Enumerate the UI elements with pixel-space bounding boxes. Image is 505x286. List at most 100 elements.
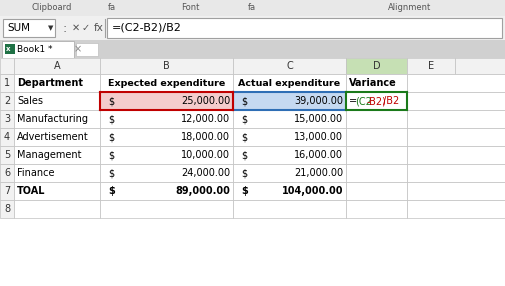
Bar [14, 128, 100, 146]
Text: 89,000.00: 89,000.00 [175, 186, 230, 196]
Text: fa: fa [108, 3, 116, 13]
Text: TOAL: TOAL [17, 186, 45, 196]
Text: Finance: Finance [17, 168, 55, 178]
Text: :: : [62, 21, 66, 35]
Text: Variance: Variance [349, 78, 397, 88]
Bar [233, 58, 346, 74]
Bar [407, 164, 505, 182]
Text: SUM: SUM [7, 23, 30, 33]
Bar [14, 74, 100, 92]
Text: 12,000.00: 12,000.00 [181, 114, 230, 124]
Bar [346, 128, 407, 146]
Text: 2: 2 [4, 96, 10, 106]
Bar [14, 200, 100, 218]
Bar [76, 43, 98, 56]
Text: ✕: ✕ [72, 23, 80, 33]
Text: 10,000.00: 10,000.00 [181, 150, 230, 160]
Text: ✓: ✓ [82, 23, 90, 33]
Text: $: $ [108, 168, 114, 178]
Bar [0, 92, 14, 110]
Text: =: = [349, 96, 357, 106]
Text: Sales: Sales [17, 96, 43, 106]
Text: Management: Management [17, 150, 81, 160]
Text: =(C2-B2)/B2: =(C2-B2)/B2 [112, 23, 182, 33]
Bar [100, 92, 233, 110]
Bar [100, 200, 233, 218]
Text: 104,000.00: 104,000.00 [281, 186, 343, 196]
Bar [0, 58, 505, 286]
Bar [0, 74, 14, 92]
Bar [346, 200, 407, 218]
Bar [233, 110, 346, 128]
Bar [233, 128, 346, 146]
Text: 24,000.00: 24,000.00 [181, 168, 230, 178]
Bar [233, 74, 346, 92]
Bar [407, 92, 505, 110]
Text: 21,000.00: 21,000.00 [294, 168, 343, 178]
Bar [5, 44, 15, 54]
Bar [407, 200, 505, 218]
Bar [407, 74, 505, 92]
Text: 13,000.00: 13,000.00 [294, 132, 343, 142]
Text: Advertisement: Advertisement [17, 132, 89, 142]
Bar [233, 164, 346, 182]
Text: $: $ [108, 150, 114, 160]
Bar [100, 182, 233, 200]
Bar [407, 146, 505, 164]
Text: Font: Font [181, 3, 199, 13]
Text: Book1 *: Book1 * [17, 45, 53, 53]
Bar [233, 92, 346, 110]
Bar [407, 110, 505, 128]
Bar [14, 182, 100, 200]
Bar [14, 110, 100, 128]
Bar [407, 128, 505, 146]
Text: 16,000.00: 16,000.00 [294, 150, 343, 160]
Text: Manufacturing: Manufacturing [17, 114, 88, 124]
Bar [100, 58, 233, 74]
Bar [0, 0, 505, 16]
Bar [346, 58, 407, 74]
Text: (C2: (C2 [355, 96, 372, 106]
Text: ×: × [74, 44, 82, 54]
Text: 8: 8 [4, 204, 10, 214]
Text: 6: 6 [4, 168, 10, 178]
Bar [0, 40, 505, 58]
Text: $: $ [108, 186, 115, 196]
Text: 15,000.00: 15,000.00 [294, 114, 343, 124]
Bar [100, 128, 233, 146]
Text: $: $ [241, 132, 247, 142]
Bar [14, 92, 100, 110]
Bar [455, 58, 505, 74]
Bar [100, 74, 233, 92]
Text: fx: fx [94, 23, 104, 33]
Text: $: $ [108, 132, 114, 142]
Text: 7: 7 [4, 186, 10, 196]
Bar [0, 110, 14, 128]
Bar [14, 58, 100, 74]
Bar [346, 164, 407, 182]
Text: ▼: ▼ [48, 25, 54, 31]
Bar [233, 182, 346, 200]
Bar [107, 18, 502, 38]
Bar [233, 146, 346, 164]
Bar [2, 41, 74, 58]
Text: 5: 5 [4, 150, 10, 160]
Bar [346, 74, 407, 92]
Text: $: $ [241, 96, 247, 106]
Bar [0, 58, 14, 74]
Bar [233, 200, 346, 218]
Bar [100, 164, 233, 182]
Bar [346, 182, 407, 200]
Text: Department: Department [17, 78, 83, 88]
Text: E: E [428, 61, 434, 71]
Text: Alignment: Alignment [388, 3, 432, 13]
Text: B: B [163, 61, 170, 71]
Bar [346, 146, 407, 164]
Bar [3, 19, 55, 37]
Text: 1: 1 [4, 78, 10, 88]
Text: /B2: /B2 [383, 96, 399, 106]
Text: 25,000.00: 25,000.00 [181, 96, 230, 106]
Text: Clipboard: Clipboard [32, 3, 72, 13]
Text: $: $ [241, 114, 247, 124]
Text: x: x [6, 46, 11, 52]
